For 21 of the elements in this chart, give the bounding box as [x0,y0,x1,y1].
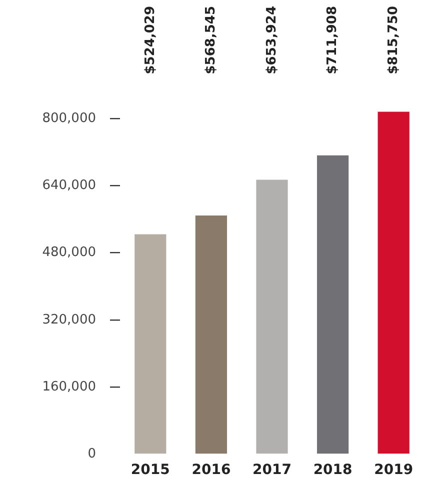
data-label: $568,545 [204,6,219,74]
bar [378,112,410,454]
x-tick-label: 2018 [313,462,352,478]
bar [195,216,228,454]
x-tick-label: 2017 [252,462,292,478]
y-tick-label: 800,000 [42,110,96,126]
x-tick-label: 2019 [374,462,414,478]
bar [134,234,166,454]
data-label: $815,750 [386,6,401,74]
y-tick-label: 160,000 [42,379,96,394]
data-label: $524,029 [142,6,158,74]
data-label: $653,924 [264,6,280,74]
data-label: $711,908 [325,6,340,74]
x-tick-label: 2015 [130,462,170,478]
y-tick-label: 480,000 [42,245,96,260]
y-tick-label: 640,000 [42,178,96,193]
bar [256,180,288,454]
y-tick-label: 0 [88,446,96,462]
bar [316,155,349,454]
y-tick-label: 320,000 [42,312,96,328]
x-tick-label: 2016 [192,462,231,478]
